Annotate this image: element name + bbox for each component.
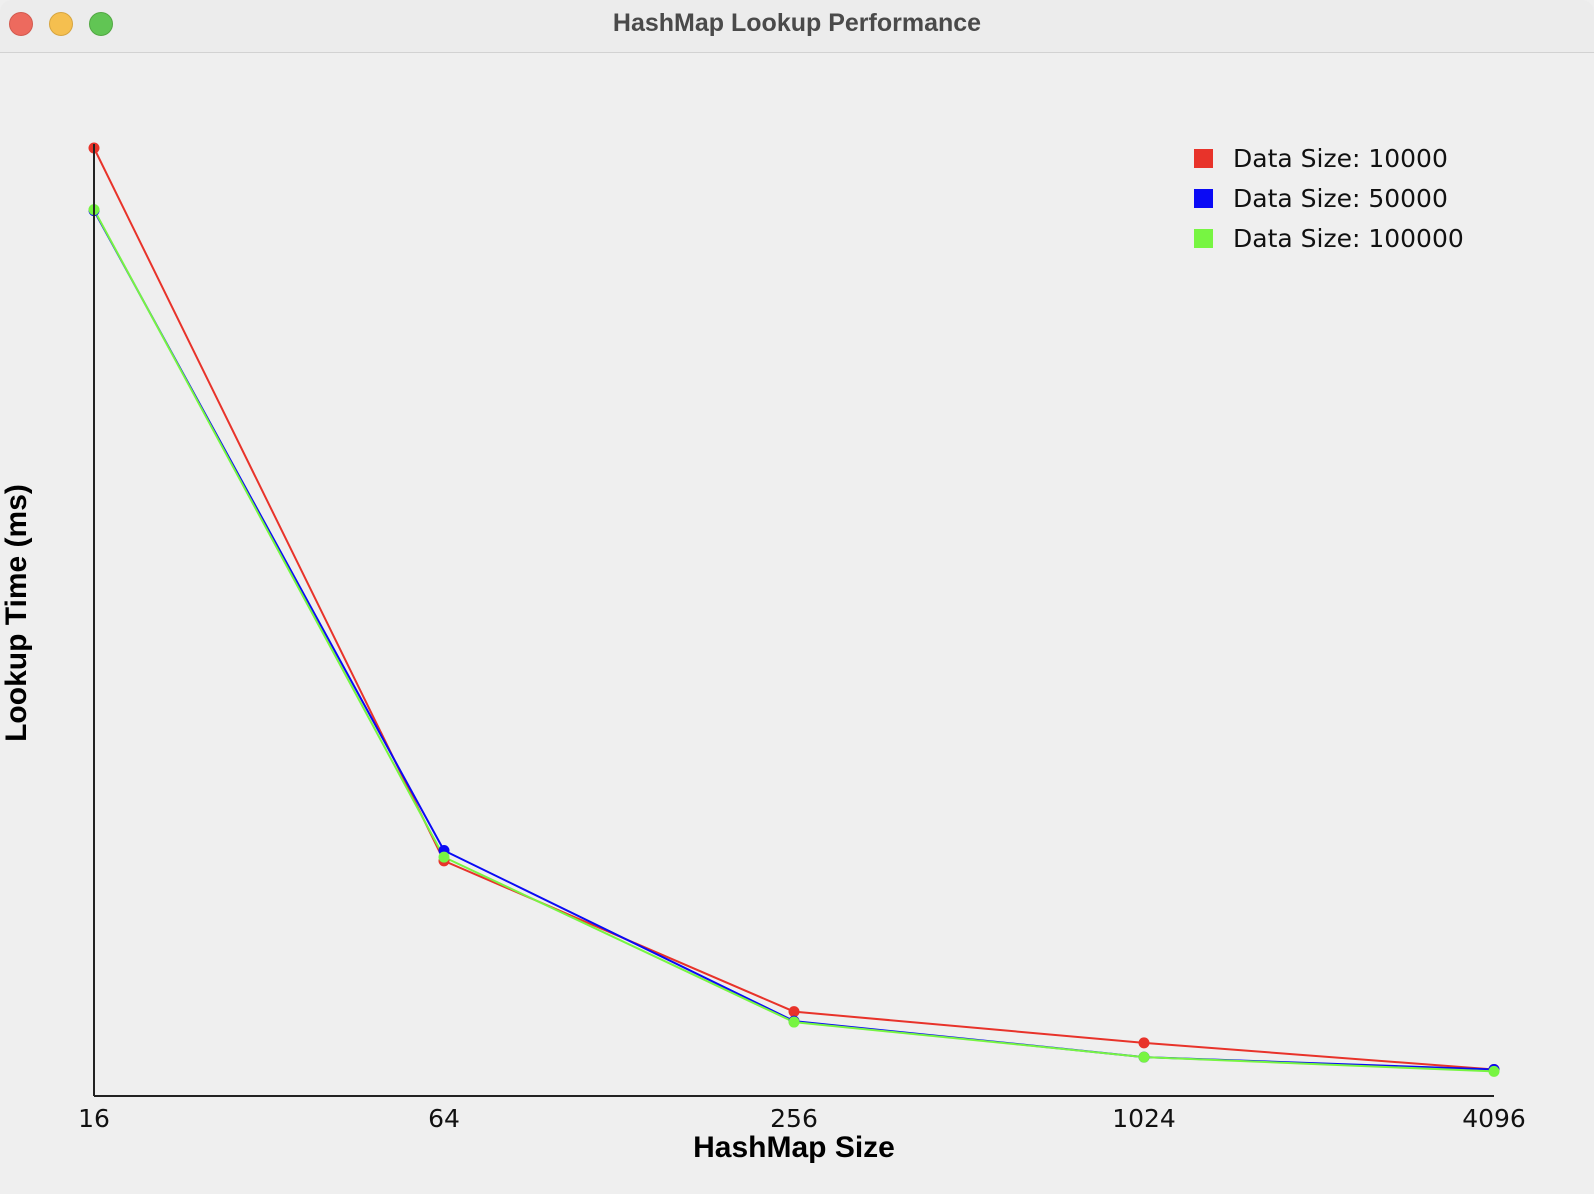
data-point-s3-1024 <box>1138 1051 1150 1063</box>
close-button[interactable] <box>9 12 33 36</box>
x-tick-label-1024: 1024 <box>1112 1104 1176 1133</box>
line-chart: 16 64 256 1024 4096 HashMap Size Lookup Time (… <box>0 142 1526 1164</box>
data-point-s3-256 <box>788 1016 800 1028</box>
legend: Data Size: 10000 Data Size: 50000 Data Siz… <box>1194 144 1464 253</box>
legend-label-1: Data Size: 10000 <box>1233 144 1448 173</box>
legend-swatch-2 <box>1194 189 1213 208</box>
data-point-s3-64 <box>438 851 450 863</box>
axes-layer: 16 64 256 1024 4096 HashMap Size Lookup Time (… <box>0 144 1526 1164</box>
series-line-2 <box>93 210 1495 1071</box>
y-axis-title: Lookup Time (ms) <box>0 484 33 742</box>
x-tick-label-64: 64 <box>428 1104 460 1133</box>
legend-label-3: Data Size: 100000 <box>1233 224 1464 253</box>
x-tick-label-4096: 4096 <box>1462 1104 1526 1133</box>
data-point-s1-1024 <box>1138 1037 1150 1049</box>
x-tick-label-256: 256 <box>770 1104 818 1133</box>
legend-swatch-3 <box>1194 229 1213 248</box>
x-axis-title: HashMap Size <box>693 1131 895 1164</box>
data-point-s1-256 <box>788 1006 800 1018</box>
window-title: HashMap Lookup Performance <box>612 9 982 37</box>
minimize-button[interactable] <box>49 12 73 36</box>
maximize-button[interactable] <box>89 12 113 36</box>
series-line-3 <box>93 209 1495 1073</box>
legend-swatch-1 <box>1194 149 1213 168</box>
series-layer <box>88 142 1500 1077</box>
series-line-1 <box>93 147 1495 1071</box>
legend-label-2: Data Size: 50000 <box>1233 184 1448 213</box>
data-point-s3-4096 <box>1488 1065 1500 1077</box>
title-bar: HashMap Lookup Performance <box>0 0 1594 53</box>
x-tick-label-16: 16 <box>78 1104 110 1133</box>
